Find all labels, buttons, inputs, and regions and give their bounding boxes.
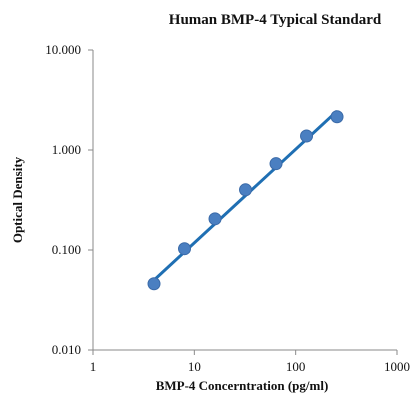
data-point [330,110,344,124]
x-tick-label: 1000 [384,359,410,374]
y-tick-label: 1.000 [52,142,81,157]
y-axis-label: Optical Density [10,156,25,243]
data-point [147,277,161,291]
data-points [147,110,344,291]
x-tick-label: 10 [188,359,201,374]
data-point [239,183,253,197]
ticks: 0.010 0.100 1.000 10.000 1 10 100 1000 [45,42,410,374]
data-point [269,157,283,171]
data-point [208,212,222,226]
chart-title: Human BMP-4 Typical Standard [169,12,382,28]
y-tick-label: 0.010 [52,342,81,357]
data-point [178,242,192,256]
y-tick-label: 10.000 [45,42,81,57]
axes [92,50,397,351]
y-tick-label: 0.100 [52,242,81,257]
x-tick-label: 100 [286,359,306,374]
x-axis-label: BMP-4 Concerntration (pg/ml) [156,378,329,393]
data-point [300,129,314,143]
x-tick-label: 1 [90,359,97,374]
